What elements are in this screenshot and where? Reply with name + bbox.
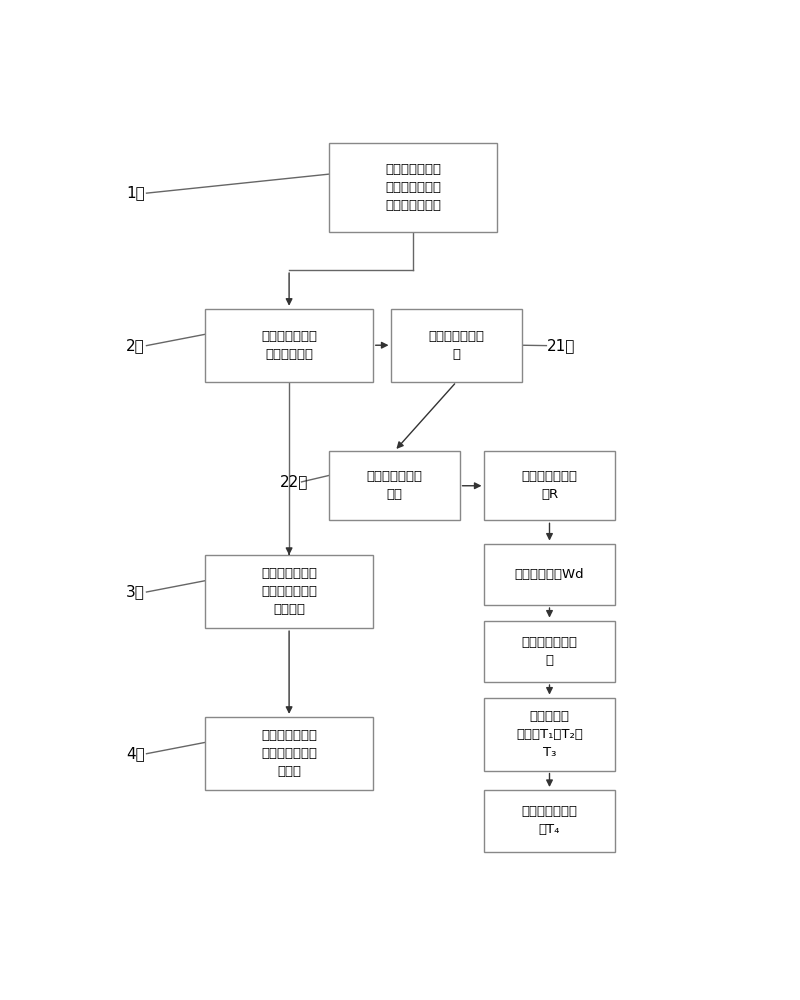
Text: 4）: 4） [126,746,145,761]
Text: 计算导体交流电
阻R: 计算导体交流电 阻R [522,470,578,501]
Bar [485,620,614,682]
Text: 22）: 22） [280,474,308,489]
Text: 1）: 1） [126,186,145,201]
Bar [485,451,614,520]
Text: 计算金属屏蔽损
耗: 计算金属屏蔽损 耗 [522,636,578,667]
Text: 建立电缆发热模
型: 建立电缆发热模 型 [429,330,485,361]
Bar [485,790,614,852]
Text: 建立电缆热损耗
模型: 建立电缆热损耗 模型 [366,470,422,501]
Text: 设计该电力隧道
的通风方式和通
风系统: 设计该电力隧道 的通风方式和通 风系统 [261,729,317,778]
Text: 21）: 21） [546,338,574,353]
Bar [206,309,373,382]
Bar [330,451,459,520]
Bar [206,717,373,790]
Bar [330,143,497,232]
Text: 计算电缆外部热
阻T₄: 计算电缆外部热 阻T₄ [522,805,578,836]
Text: 根据数学模型计
算出该电缆隧道
的发热量: 根据数学模型计 算出该电缆隧道 的发热量 [261,567,317,616]
Bar [206,555,373,628]
Bar [391,309,522,382]
Text: 计算电缆内
部热阻T₁、T₂、
T₃: 计算电缆内 部热阻T₁、T₂、 T₃ [516,710,583,759]
Text: 计算介质损耗Wd: 计算介质损耗Wd [514,568,584,581]
Bar [485,698,614,771]
Text: 2）: 2） [126,338,145,353]
Text: 建立电缆隧道热
场的数学模型: 建立电缆隧道热 场的数学模型 [261,330,317,361]
Bar [485,544,614,605]
Text: 电缆隧道勘察，
获取电缆隧道各
组成部分的参数: 电缆隧道勘察， 获取电缆隧道各 组成部分的参数 [385,163,441,212]
Text: 3）: 3） [126,585,145,600]
